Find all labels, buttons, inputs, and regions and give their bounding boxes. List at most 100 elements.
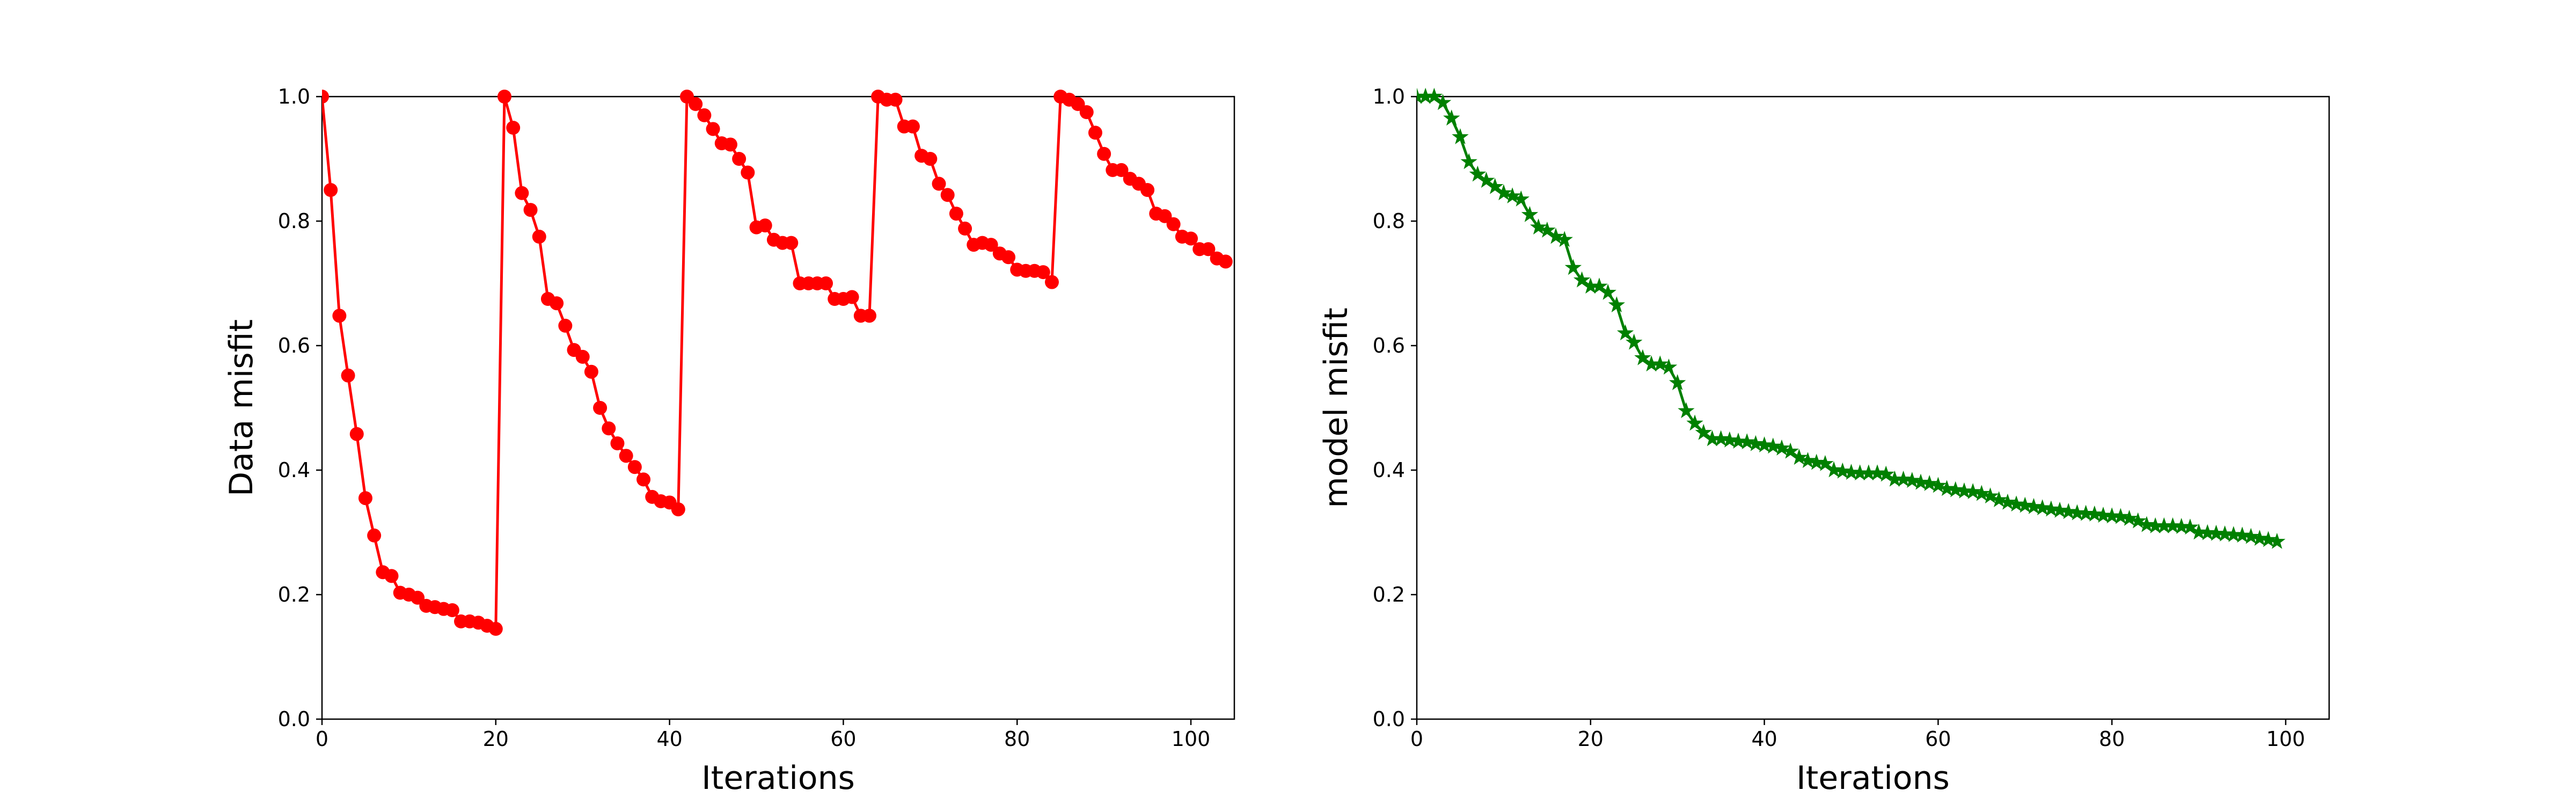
left-data-point (784, 236, 799, 250)
left-data-point (1218, 254, 1233, 269)
left-data-point (723, 137, 737, 152)
right-x-tick-label: 0 (1410, 727, 1423, 751)
left-data-point (636, 472, 651, 487)
right-data-point (1626, 333, 1643, 350)
right-y-tick-label: 1.0 (1373, 85, 1405, 108)
right-data-point (2234, 526, 2251, 543)
left-data-point (706, 122, 720, 136)
left-x-tick-label: 100 (1172, 727, 1211, 751)
left-data-point (532, 230, 546, 244)
left-data-point (1045, 275, 1059, 289)
right-data-point (1825, 461, 1842, 478)
right-data-point (2129, 512, 2147, 529)
left-y-tick-label: 1.0 (278, 85, 310, 108)
right-data-point (1504, 187, 1521, 203)
right-data-point (1782, 442, 1799, 459)
left-data-point (619, 449, 633, 463)
left-data-point (584, 364, 598, 379)
right-data-point (2095, 507, 2112, 523)
left-x-tick-label: 40 (656, 727, 682, 751)
left-data-point (845, 290, 859, 304)
right-data-point (1999, 493, 2016, 510)
right-y-tick-label: 0.6 (1373, 334, 1405, 357)
right-data-point (1495, 184, 1512, 201)
right-y-tick-label: 0.2 (1373, 583, 1405, 606)
right-data-point (1634, 349, 1651, 365)
right-data-point (2138, 516, 2155, 532)
right-data-point (1573, 271, 1591, 288)
right-series (1417, 87, 2286, 549)
right-data-point (2190, 523, 2207, 540)
right-data-point (2051, 501, 2068, 518)
left-data-point (1088, 126, 1102, 140)
left-y-tick-label: 0.4 (278, 458, 310, 482)
right-data-point (1894, 470, 1912, 487)
left-data-point (358, 491, 372, 506)
right-data-point (1608, 296, 1626, 312)
right-data-point (1747, 435, 1765, 451)
right-y-tick-label: 0.4 (1373, 458, 1405, 482)
right-data-point (1990, 491, 2008, 508)
left-data-point (1166, 217, 1181, 231)
right-data-point (1616, 324, 1634, 341)
left-y-tick-label: 0.6 (278, 334, 310, 357)
right-data-point (2068, 504, 2086, 521)
right-x-tick-label: 40 (1751, 727, 1777, 751)
right-data-point (1443, 109, 1460, 126)
left-data-point (741, 165, 755, 180)
left-data-point (550, 296, 564, 311)
left-data-point (367, 528, 382, 543)
right-data-point (1904, 472, 1921, 488)
right-data-point (1539, 221, 1556, 238)
left-data-point (1097, 147, 1111, 161)
right-data-point (1521, 206, 1539, 222)
left-data-point (1140, 183, 1155, 197)
left-series (322, 90, 1233, 636)
right-data-point (1669, 374, 1686, 390)
left-y-tick-label: 0.0 (278, 707, 310, 731)
right-data-point (2164, 517, 2182, 533)
left-data-point (506, 121, 521, 135)
right-data-point (1452, 128, 1469, 144)
right-data-point (1869, 464, 1886, 481)
right-y-tick-label: 0.8 (1373, 209, 1405, 233)
left-data-point (322, 90, 329, 104)
right-data-point (1425, 87, 1443, 104)
left-y-tick-label: 0.8 (278, 209, 310, 233)
right-data-point (1529, 218, 1547, 235)
left-data-point (932, 177, 946, 191)
left-data-point (940, 188, 955, 202)
left-data-point (923, 152, 938, 166)
left-x-tick-label: 60 (830, 727, 856, 751)
right-data-point (1434, 94, 1452, 110)
right-data-point (1599, 283, 1616, 300)
left-data-point (593, 401, 608, 415)
left-data-point (905, 119, 920, 134)
left-data-point (332, 309, 347, 323)
right-data-point (1921, 474, 1938, 491)
right-x-axis-label: Iterations (1796, 759, 1950, 797)
right-data-point (1981, 487, 1999, 504)
right-data-point (1556, 231, 1573, 247)
left-data-point (341, 368, 355, 383)
left-data-point (523, 203, 538, 217)
left-data-point (671, 502, 685, 517)
left-data-point (610, 436, 625, 451)
left-data-point (558, 318, 573, 333)
left-data-point (627, 460, 642, 474)
left-data-point (888, 92, 903, 107)
left-data-point (515, 186, 529, 200)
right-data-point (1686, 414, 1703, 431)
right-data-point (2086, 505, 2103, 522)
right-data-point (1730, 433, 1747, 449)
left-data-point (445, 603, 459, 617)
right-data-point (2216, 525, 2234, 541)
left-x-tick-label: 20 (483, 727, 509, 751)
right-data-point (1469, 165, 1487, 182)
right-data-point (2034, 499, 2051, 516)
right-data-point (2060, 503, 2077, 519)
left-data-point (984, 238, 998, 252)
right-data-point (1799, 452, 1817, 468)
left-data-point (819, 276, 833, 290)
left-data-point (384, 569, 399, 583)
